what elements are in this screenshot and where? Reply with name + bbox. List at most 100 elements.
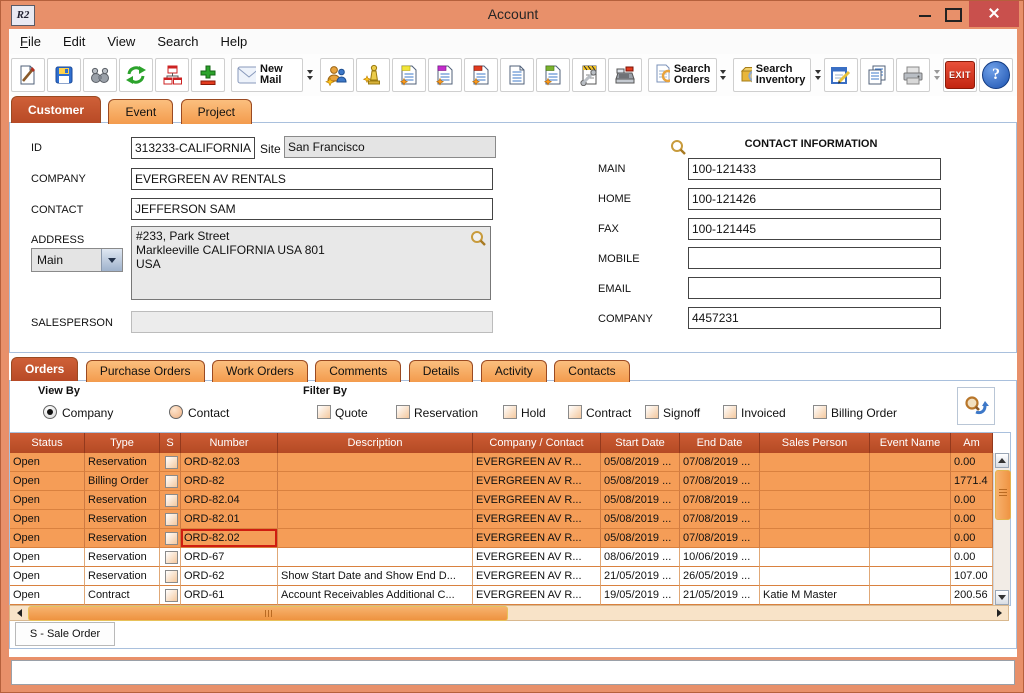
radio-company[interactable] [43, 405, 57, 419]
checkbox-quote[interactable] [317, 405, 331, 419]
cash-register-button[interactable] [608, 58, 643, 92]
checkbox-hold-label[interactable]: Hold [521, 406, 546, 420]
tab-activity[interactable]: Activity [480, 360, 547, 382]
checkbox-signoff-label[interactable]: Signoff [663, 406, 701, 420]
col-number[interactable]: Number [181, 433, 278, 453]
vertical-scroll-thumb[interactable] [995, 470, 1011, 520]
site-search-icon[interactable] [669, 138, 687, 156]
new-mail-button[interactable]: New Mail [231, 58, 304, 92]
email-field[interactable] [688, 277, 941, 299]
checkbox-contract-label[interactable]: Contract [586, 406, 632, 420]
checkbox-reservation[interactable] [396, 405, 410, 419]
col-description[interactable]: Description [278, 433, 473, 453]
company-field[interactable] [131, 168, 493, 190]
search-inventory-button[interactable]: Search Inventory [733, 58, 812, 92]
maximize-button[interactable] [945, 8, 962, 22]
new-contract-button[interactable] [464, 58, 499, 92]
new-mail-dropdown[interactable] [305, 58, 314, 92]
tab-contacts[interactable]: Contacts [554, 360, 630, 382]
col-sales-person[interactable]: Sales Person [760, 433, 870, 453]
checkbox-hold[interactable] [503, 405, 517, 419]
address-search-icon[interactable] [469, 229, 487, 247]
menu-search[interactable]: Search [157, 34, 199, 49]
help-button[interactable]: ? [979, 58, 1013, 92]
tab-purchase-orders[interactable]: Purchase Orders [85, 360, 205, 382]
checkbox-invoiced-label[interactable]: Invoiced [741, 406, 786, 420]
minimize-button[interactable] [919, 15, 931, 17]
new-reservation-button[interactable] [428, 58, 463, 92]
checkbox-invoiced[interactable] [723, 405, 737, 419]
menu-edit[interactable]: Edit [62, 34, 86, 49]
find-button[interactable] [83, 58, 117, 92]
col-type[interactable]: Type [85, 433, 160, 453]
notes-button[interactable] [824, 58, 859, 92]
address-field[interactable]: #233, Park Street Markleeville CALIFORNI… [131, 226, 491, 300]
menu-file[interactable]: File [20, 34, 41, 49]
sale-order-checkbox[interactable] [165, 588, 178, 602]
radio-company-label[interactable]: Company [62, 406, 114, 420]
checkbox-signoff[interactable] [645, 405, 659, 419]
combo-arrow-icon[interactable] [101, 249, 122, 271]
tab-event[interactable]: Event [108, 99, 174, 124]
table-row-selected[interactable]: Open Reservation ORD-82.02 EVERGREEN AV R..… [10, 529, 993, 548]
site-field[interactable]: San Francisco [284, 136, 686, 158]
checkbox-billing-order[interactable] [813, 405, 827, 419]
tab-work-orders[interactable]: Work Orders [211, 360, 308, 382]
search-orders-button[interactable]: Search Orders [648, 58, 717, 92]
col-event-name[interactable]: Event Name [870, 433, 951, 453]
tab-orders[interactable]: Orders [11, 357, 79, 381]
print-dropdown[interactable] [932, 58, 941, 92]
table-row[interactable]: Open Reservation ORD-82.01 EVERGREEN AV R..… [10, 510, 993, 529]
menu-help[interactable]: Help [220, 34, 248, 49]
col-status[interactable]: Status [10, 433, 85, 453]
company-phone-field[interactable] [688, 307, 941, 329]
sale-order-checkbox[interactable] [165, 531, 178, 545]
table-row[interactable]: Open Billing Order ORD-82 EVERGREEN AV R...… [10, 472, 993, 491]
scroll-down-icon[interactable] [995, 590, 1009, 605]
selected-cell[interactable]: ORD-82.02 [181, 529, 278, 548]
save-button[interactable] [47, 58, 81, 92]
copy-button[interactable] [860, 58, 895, 92]
fax-field[interactable] [688, 218, 941, 240]
main-phone-field[interactable] [688, 158, 941, 180]
sale-order-checkbox[interactable] [165, 493, 178, 507]
refresh-button[interactable] [119, 58, 153, 92]
scroll-right-icon[interactable] [992, 607, 1006, 619]
horizontal-scroll-thumb[interactable] [28, 606, 508, 621]
col-start-date[interactable]: Start Date [601, 433, 680, 453]
contacts-button[interactable] [320, 58, 355, 92]
work-order-button[interactable] [572, 58, 607, 92]
sale-order-checkbox[interactable] [165, 512, 178, 526]
mobile-field[interactable] [688, 247, 941, 269]
tab-details[interactable]: Details [408, 360, 474, 382]
hierarchy-button[interactable] [155, 58, 189, 92]
contact-field[interactable] [131, 198, 493, 220]
add-remove-button[interactable] [191, 58, 225, 92]
col-amount[interactable]: Am [951, 433, 993, 453]
awards-button[interactable] [356, 58, 391, 92]
vertical-scrollbar[interactable] [993, 453, 1011, 605]
search-inventory-dropdown[interactable] [813, 58, 822, 92]
scroll-left-icon[interactable] [12, 607, 26, 619]
sale-order-checkbox[interactable] [165, 569, 178, 583]
refresh-search-button[interactable] [957, 387, 995, 425]
checkbox-quote-label[interactable]: Quote [335, 406, 368, 420]
tab-customer[interactable]: Customer [11, 96, 102, 123]
tab-project[interactable]: Project [180, 99, 252, 124]
sale-order-checkbox[interactable] [165, 455, 178, 469]
col-s[interactable]: S [160, 433, 181, 453]
print-button[interactable] [896, 58, 931, 92]
table-row[interactable]: Open Reservation ORD-82.03 EVERGREEN AV R..… [10, 453, 993, 472]
new-document-button[interactable] [500, 58, 535, 92]
new-invoice-button[interactable] [536, 58, 571, 92]
table-row[interactable]: Open Contract ORD-61 Account Receivables Ad… [10, 586, 993, 605]
close-button[interactable] [969, 1, 1019, 27]
id-field[interactable] [131, 137, 255, 159]
checkbox-billing-order-label[interactable]: Billing Order [831, 406, 898, 420]
sale-order-checkbox[interactable] [165, 550, 178, 564]
radio-contact-label[interactable]: Contact [188, 406, 230, 420]
search-orders-dropdown[interactable] [719, 58, 728, 92]
menu-view[interactable]: View [107, 34, 136, 49]
edit-record-button[interactable] [11, 58, 45, 92]
checkbox-contract[interactable] [568, 405, 582, 419]
